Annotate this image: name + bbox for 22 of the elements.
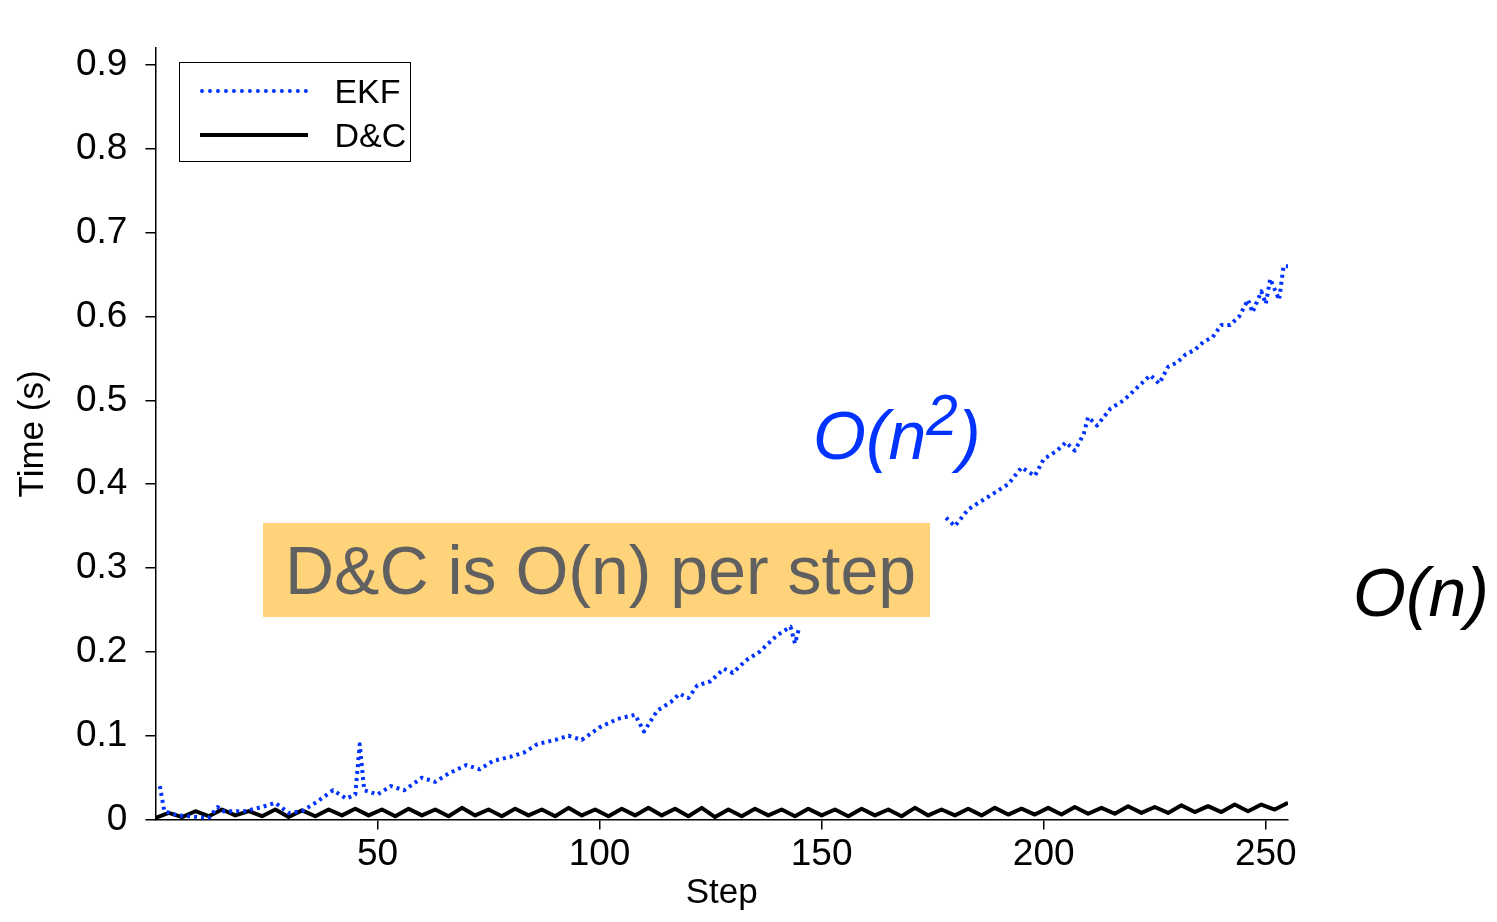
y-axis-title: Time (s)	[10, 370, 50, 498]
annotation: O(n$^{2}$)	[813, 383, 981, 474]
y-tick-label: 0.2	[76, 629, 128, 671]
y-tick-label: 0.8	[76, 126, 128, 168]
x-tick-label: 200	[1012, 832, 1075, 873]
x-tick-label: 150	[790, 832, 853, 873]
annotation: D&C is O(n) per step	[263, 523, 931, 617]
x-tick-label: 50	[356, 832, 399, 873]
y-tick-label: 0	[106, 796, 128, 838]
y-tick-label: 0.3	[76, 545, 128, 587]
y-tick-label: 0.7	[76, 209, 128, 251]
y-tick-label: 0.6	[76, 293, 128, 335]
legend-label: D&C	[334, 115, 407, 157]
y-tick-label: 0.5	[76, 377, 128, 419]
y-tick-label: 0.9	[76, 42, 128, 84]
x-tick-label: 250	[1234, 832, 1297, 873]
y-tick-label: 0.1	[76, 712, 128, 754]
x-tick-label: 100	[568, 832, 631, 873]
legend-label: EKF	[334, 71, 401, 113]
y-tick-label: 0.4	[76, 461, 128, 503]
text: O(n)	[1353, 553, 1489, 631]
x-axis-title: Step	[685, 870, 758, 910]
